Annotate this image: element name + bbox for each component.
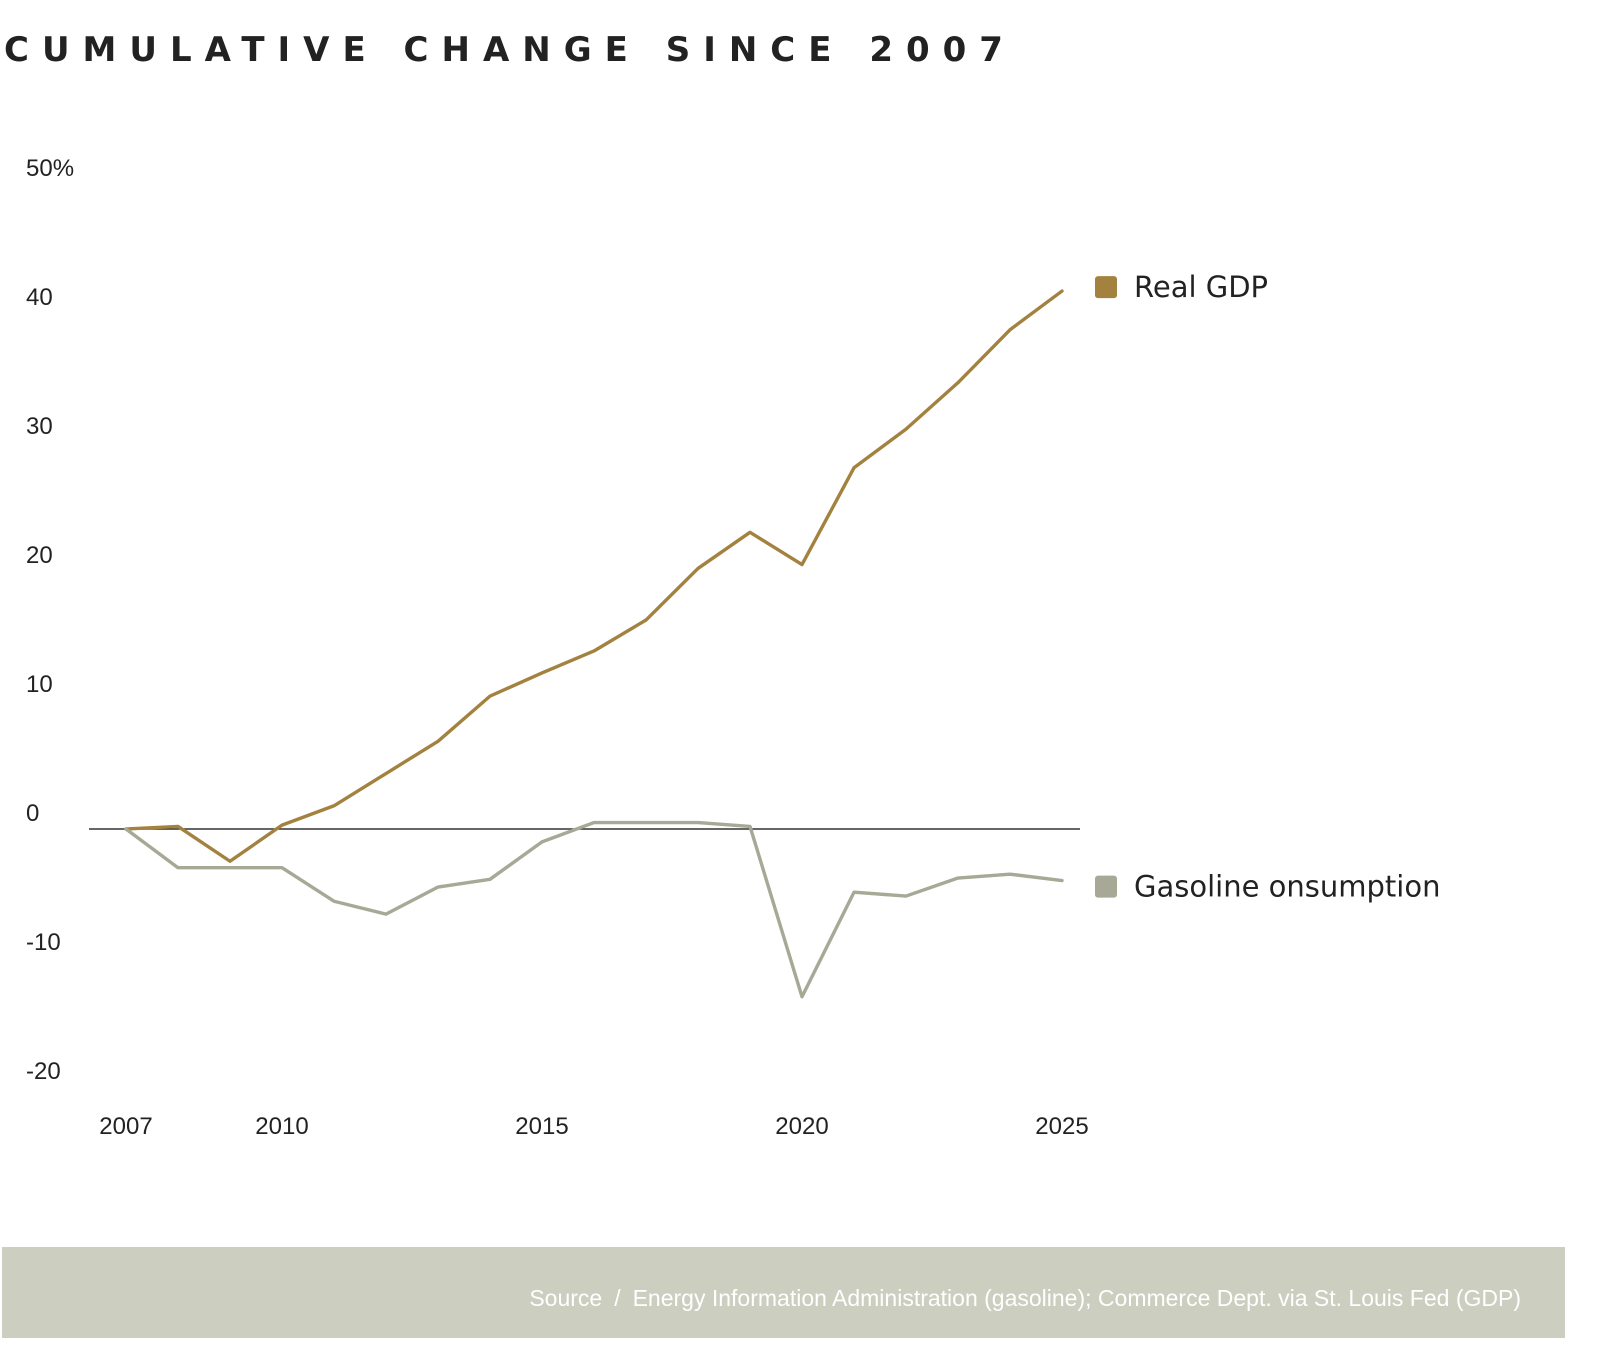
chart-title: CUMULATIVE CHANGE SINCE 2007 <box>4 30 1016 70</box>
legend-label-real-gdp: Real GDP <box>1134 270 1268 304</box>
source-label: Source <box>529 1285 603 1311</box>
y-tick-label: 10 <box>26 671 53 698</box>
series-line-gasoline-onsumption <box>124 820 1064 999</box>
legend-label-gasoline-onsumption: Gasoline onsumption <box>1134 870 1440 904</box>
x-tick-label: 2015 <box>515 1113 568 1140</box>
y-tick-label: 20 <box>26 542 53 569</box>
y-tick-label: 50% <box>26 155 74 182</box>
y-tick-label: 30 <box>26 413 53 440</box>
legend-swatch-gasoline-onsumption <box>1095 875 1117 898</box>
x-tick-label: 2010 <box>255 1113 308 1140</box>
x-tick-label: 2020 <box>775 1113 828 1140</box>
source-separator: / <box>614 1285 621 1311</box>
source-note: Source / Energy Information Administration… <box>529 1285 1521 1312</box>
legend: Real GDP Gasoline onsumption <box>1095 270 1440 904</box>
y-tick-label: -10 <box>26 929 61 956</box>
source-footer: Source / Energy Information Administration… <box>2 1247 1565 1338</box>
source-text: Energy Information Administration (gasol… <box>632 1285 1521 1311</box>
series-line-real-gdp <box>124 289 1064 863</box>
x-tick-label: 2025 <box>1035 1113 1088 1140</box>
y-tick-label: -20 <box>26 1058 61 1085</box>
x-axis-ticks: 2007 2010 2015 2020 2025 <box>99 1113 1088 1140</box>
legend-swatch-real-gdp <box>1095 276 1117 299</box>
y-tick-label: 40 <box>26 284 53 311</box>
y-axis-ticks: 50% 40 30 20 10 0 -10 -20 <box>26 155 74 1085</box>
y-tick-label: 0 <box>26 800 39 827</box>
series-lines <box>124 289 1064 999</box>
x-tick-label: 2007 <box>99 1113 152 1140</box>
